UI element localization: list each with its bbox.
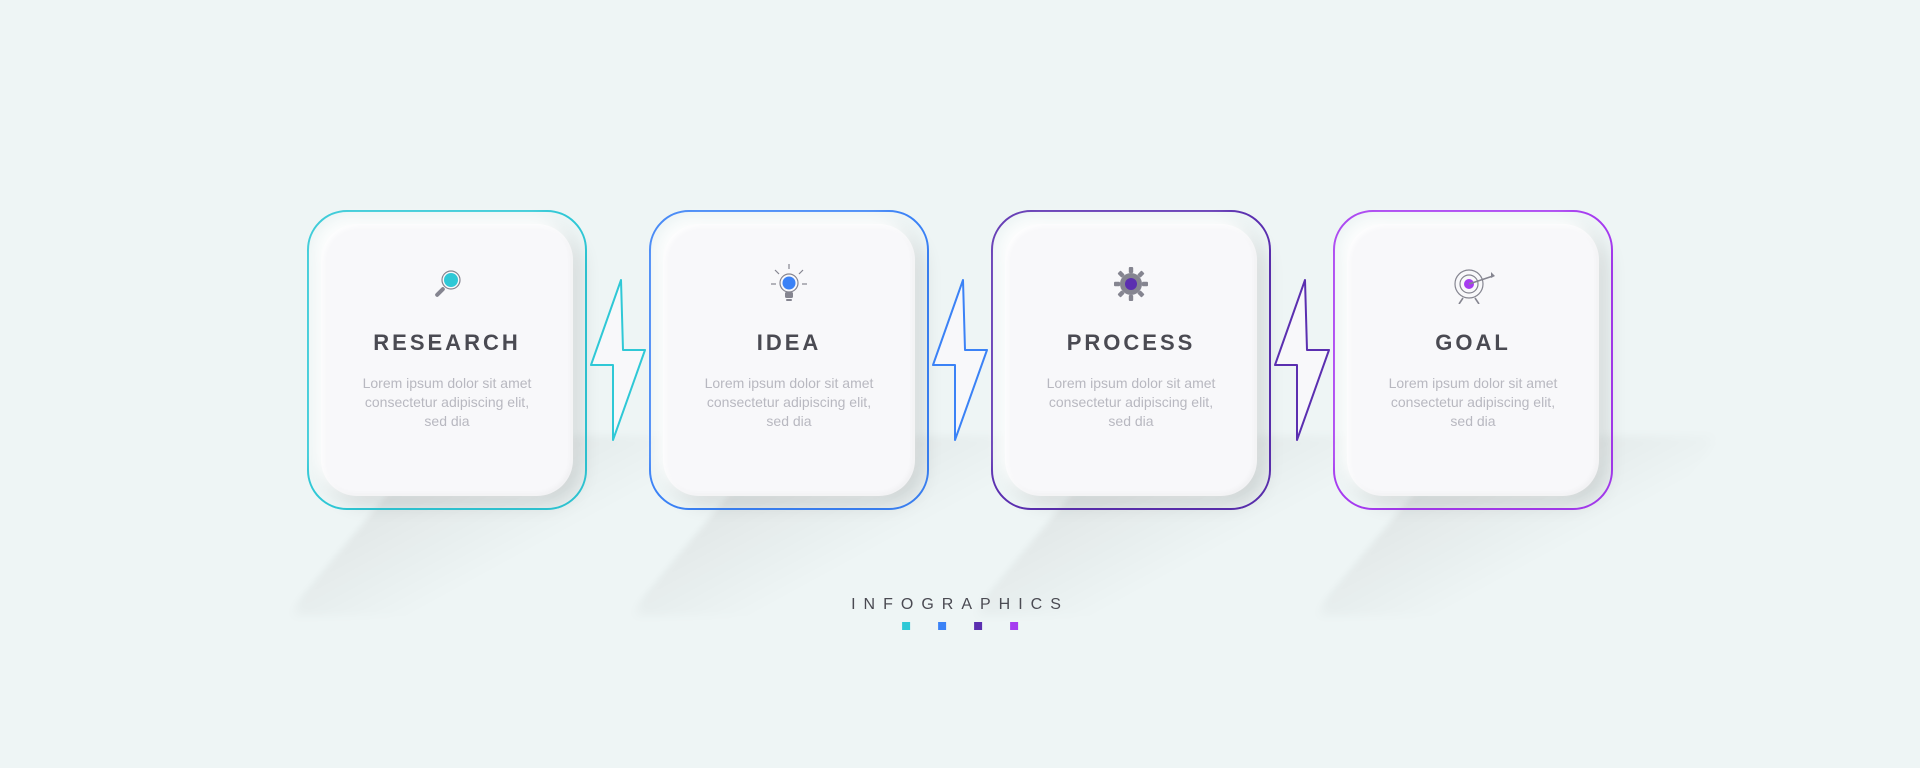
step-idea: IDEA Lorem ipsum dolor sit amet consecte… [649, 210, 929, 510]
step-desc: Lorem ipsum dolor sit amet consectetur a… [352, 374, 542, 431]
step-goal: GOAL Lorem ipsum dolor sit amet consecte… [1333, 210, 1613, 510]
step-title: PROCESS [1067, 330, 1196, 356]
step-card: IDEA Lorem ipsum dolor sit amet consecte… [663, 224, 915, 496]
footer-dot [974, 622, 982, 630]
bolt-connector [925, 260, 995, 460]
footer: INFOGRAPHICS [851, 596, 1069, 630]
footer-dot [902, 622, 910, 630]
step-card: PROCESS Lorem ipsum dolor sit amet conse… [1005, 224, 1257, 496]
step-card: GOAL Lorem ipsum dolor sit amet consecte… [1347, 224, 1599, 496]
footer-title: INFOGRAPHICS [851, 596, 1069, 614]
gear-icon [1107, 260, 1155, 308]
target-icon [1449, 260, 1497, 308]
step-desc: Lorem ipsum dolor sit amet consectetur a… [1378, 374, 1568, 431]
lightbulb-icon [765, 260, 813, 308]
step-process: PROCESS Lorem ipsum dolor sit amet conse… [991, 210, 1271, 510]
footer-dots [851, 622, 1069, 630]
infographic-stage: RESEARCH Lorem ipsum dolor sit amet cons… [307, 210, 1613, 510]
footer-dot [1010, 622, 1018, 630]
step-title: RESEARCH [373, 330, 520, 356]
step-research: RESEARCH Lorem ipsum dolor sit amet cons… [307, 210, 587, 510]
bolt-connector [1267, 260, 1337, 460]
step-card: RESEARCH Lorem ipsum dolor sit amet cons… [321, 224, 573, 496]
step-title: GOAL [1435, 330, 1511, 356]
step-title: IDEA [757, 330, 822, 356]
magnifier-icon [423, 260, 471, 308]
step-desc: Lorem ipsum dolor sit amet consectetur a… [694, 374, 884, 431]
bolt-connector [583, 260, 653, 460]
step-desc: Lorem ipsum dolor sit amet consectetur a… [1036, 374, 1226, 431]
footer-dot [938, 622, 946, 630]
